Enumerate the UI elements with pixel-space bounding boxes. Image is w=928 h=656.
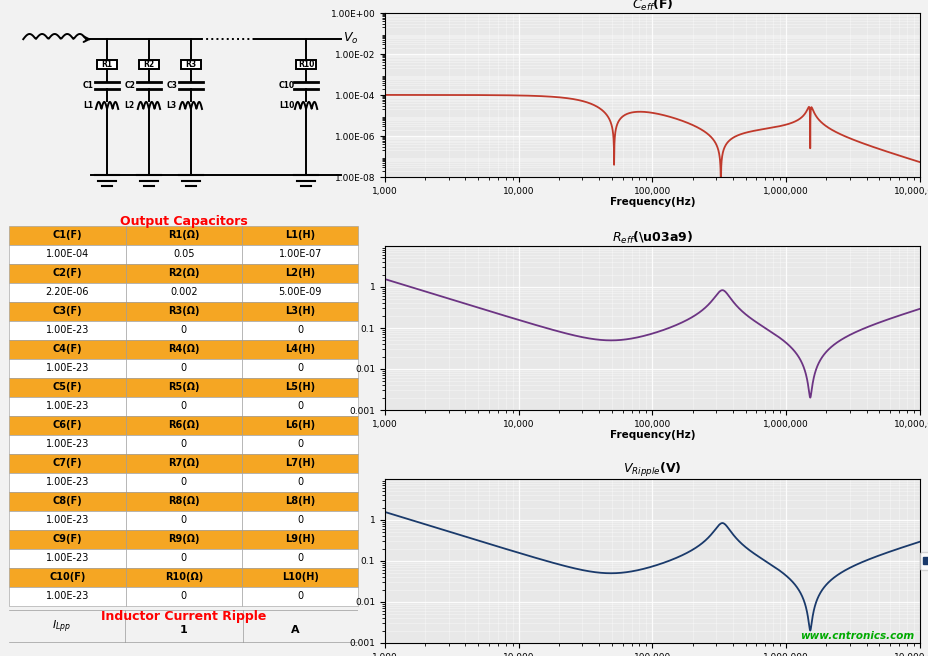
Text: L1: L1	[83, 101, 93, 110]
Title: $R_{eff}$(\u03a9): $R_{eff}$(\u03a9)	[612, 230, 692, 246]
Bar	[296, 60, 316, 69]
Text: L3: L3	[166, 101, 176, 110]
Legend: Vripple: Vripple	[919, 552, 928, 570]
Text: $V_o$: $V_o$	[342, 31, 358, 46]
Text: R1: R1	[101, 60, 112, 69]
Title: $C_{eff}$(F): $C_{eff}$(F)	[631, 0, 673, 13]
Text: C2: C2	[124, 81, 135, 90]
Text: C10: C10	[278, 81, 294, 90]
Text: C3: C3	[166, 81, 177, 90]
Bar	[139, 60, 159, 69]
Text: Inductor Current Ripple: Inductor Current Ripple	[101, 610, 266, 623]
Bar	[97, 60, 117, 69]
Text: C1: C1	[83, 81, 93, 90]
Text: R10: R10	[298, 60, 314, 69]
X-axis label: Frequency(Hz): Frequency(Hz)	[609, 197, 694, 207]
Text: 1: 1	[180, 625, 187, 635]
Bar	[181, 60, 200, 69]
Text: Output Capacitors: Output Capacitors	[120, 215, 248, 228]
Text: R3: R3	[185, 60, 196, 69]
Text: A: A	[291, 625, 300, 635]
Text: R2: R2	[143, 60, 154, 69]
Text: $I_{Lpp}$: $I_{Lpp}$	[52, 619, 71, 635]
Text: L2: L2	[124, 101, 135, 110]
Text: www.cntronics.com: www.cntronics.com	[799, 631, 913, 642]
X-axis label: Frequency(Hz): Frequency(Hz)	[609, 430, 694, 440]
Title: $V_{Ripple}$(V): $V_{Ripple}$(V)	[623, 461, 681, 479]
Text: L10: L10	[279, 101, 294, 110]
